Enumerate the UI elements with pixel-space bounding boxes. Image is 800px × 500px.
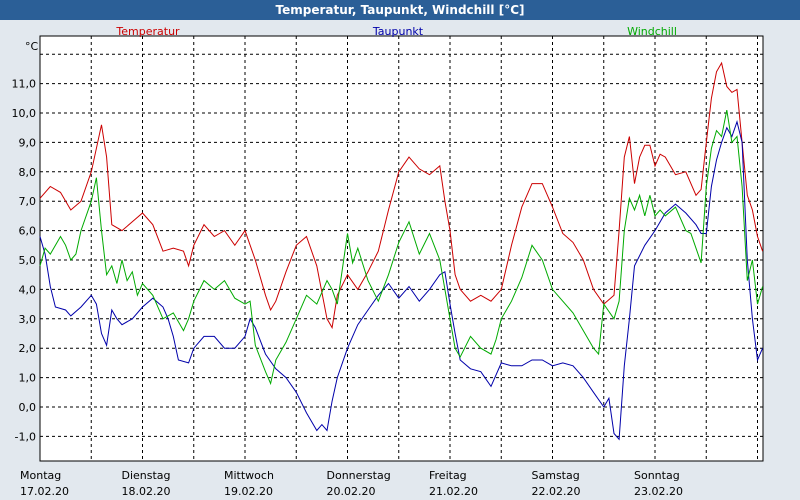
series-line-taupunkt [39,120,764,441]
series-line-windchill [39,110,764,386]
y-tick-label: 6,0 [19,225,37,238]
y-tick-label: 9,0 [19,136,37,149]
x-tick-date: 18.02.20 [122,485,171,498]
x-tick-day: Montag [20,469,61,482]
y-tick-label: 3,0 [19,313,37,326]
x-tick-date: 20.02.20 [327,485,376,498]
x-tick-date: 22.02.20 [532,485,581,498]
y-tick-label: -1,0 [15,430,36,443]
x-tick-date: 19.02.20 [224,485,273,498]
x-tick-day: Samstag [532,469,580,482]
legend-entry: Windchill [627,25,677,38]
legend-entry: Taupunkt [372,25,424,38]
y-tick-label: 11,0 [12,78,37,91]
x-tick-day: Mittwoch [224,469,274,482]
y-tick-label: 8,0 [19,166,37,179]
x-tick-day: Freitag [429,469,467,482]
y-tick-label: 5,0 [19,254,37,267]
legend-entry: Temperatur [115,25,180,38]
series-line-temperatur [39,61,764,330]
window-title: Temperatur, Taupunkt, Windchill [°C] [0,0,800,20]
y-tick-label: 0,0 [19,401,37,414]
y-tick-label: 4,0 [19,283,37,296]
y-tick-label: 1,0 [19,372,37,385]
x-tick-date: 17.02.20 [20,485,69,498]
plot-area [39,35,764,462]
x-tick-day: Donnerstag [327,469,391,482]
x-tick-date: 21.02.20 [429,485,478,498]
x-tick-day: Dienstag [122,469,171,482]
x-tick-date: 23.02.20 [634,485,683,498]
y-axis-label: °C [25,40,39,53]
x-tick-day: Sonntag [634,469,680,482]
y-tick-label: 10,0 [12,107,37,120]
y-tick-label: 7,0 [19,195,37,208]
y-tick-label: 2,0 [19,342,37,355]
